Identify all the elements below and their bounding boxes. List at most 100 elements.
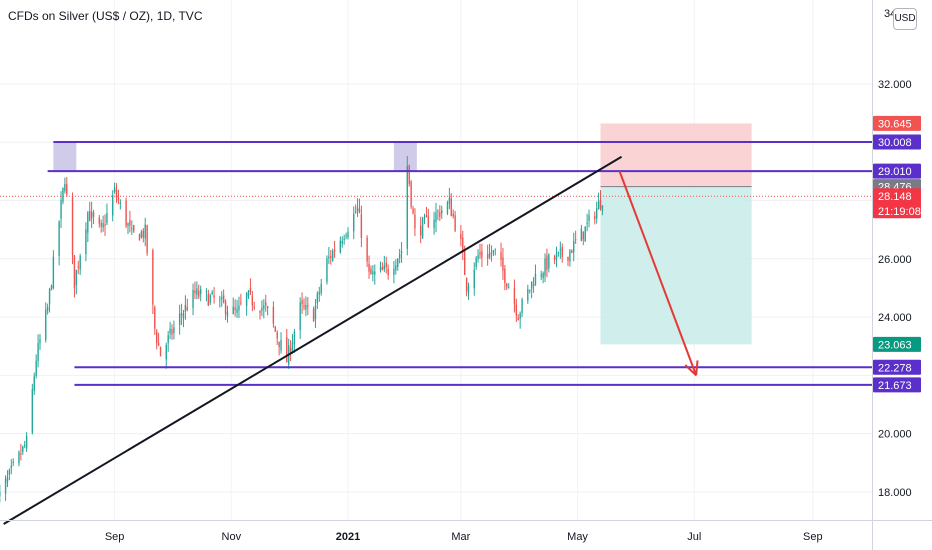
candle-body bbox=[312, 308, 315, 322]
candle-body bbox=[155, 331, 158, 343]
candle-body bbox=[385, 262, 387, 268]
price-label-bg bbox=[873, 336, 921, 352]
candle-body bbox=[507, 287, 510, 289]
candle-body bbox=[62, 187, 64, 202]
candle-body bbox=[18, 452, 20, 464]
candle-body bbox=[221, 297, 223, 299]
time-tick-label: May bbox=[567, 531, 588, 543]
candle-body bbox=[144, 224, 146, 239]
candle-body bbox=[299, 302, 301, 331]
candle-body bbox=[584, 226, 586, 242]
candle-body bbox=[192, 290, 194, 308]
candle-body bbox=[360, 214, 363, 238]
price-tick-label: 26.000 bbox=[878, 254, 912, 266]
candle-body bbox=[133, 225, 135, 232]
candle-body bbox=[343, 238, 345, 241]
candle-body bbox=[479, 252, 481, 255]
price-tick-label: 18.000 bbox=[878, 487, 912, 499]
candle-body bbox=[339, 240, 342, 253]
candle-body bbox=[100, 223, 102, 227]
candle-body bbox=[4, 479, 7, 494]
candle-body bbox=[58, 221, 60, 257]
candle-body bbox=[85, 229, 87, 254]
candle-body bbox=[366, 237, 368, 262]
candle-body bbox=[316, 293, 319, 304]
candle-body bbox=[238, 305, 240, 310]
candle-body bbox=[22, 446, 24, 453]
candle-body bbox=[548, 254, 550, 269]
candle-body bbox=[184, 305, 187, 312]
candle-body bbox=[372, 271, 374, 275]
candle-body bbox=[408, 165, 410, 184]
currency-button[interactable]: USD bbox=[893, 8, 917, 30]
projection-arrow bbox=[618, 171, 698, 376]
candle-body bbox=[305, 305, 307, 310]
candle-body bbox=[454, 215, 456, 231]
candle-body bbox=[39, 339, 41, 344]
time-tick-label: 2021 bbox=[336, 531, 360, 543]
candle-body bbox=[140, 231, 143, 238]
candle-body bbox=[90, 211, 93, 219]
candle-body bbox=[75, 269, 78, 286]
candle-body bbox=[66, 184, 68, 195]
candle-body bbox=[314, 305, 317, 320]
candle-body bbox=[261, 307, 263, 311]
candle-body bbox=[368, 263, 370, 272]
candle-body bbox=[582, 231, 584, 240]
candle-body bbox=[266, 306, 269, 308]
candle-body bbox=[333, 249, 336, 252]
candle-body bbox=[127, 223, 129, 227]
candle-body bbox=[504, 268, 506, 284]
candle-body bbox=[138, 234, 141, 241]
price-label-bg bbox=[873, 163, 921, 179]
candle-body bbox=[253, 306, 255, 308]
price-label-level: 21.673 bbox=[873, 377, 921, 393]
price-label-bg bbox=[873, 188, 921, 219]
candle-body bbox=[320, 283, 322, 294]
candle-body bbox=[77, 266, 79, 268]
candle-body bbox=[529, 289, 531, 292]
price-label-text: 22.278 bbox=[878, 362, 912, 374]
candle-body bbox=[186, 306, 188, 311]
candle-body bbox=[519, 313, 521, 319]
candle-body bbox=[196, 288, 198, 295]
candle-body bbox=[211, 291, 213, 294]
candle-body bbox=[450, 198, 452, 217]
price-label-text: 29.010 bbox=[878, 166, 912, 178]
candle-body bbox=[379, 267, 382, 271]
candle-body bbox=[381, 266, 384, 271]
trendline bbox=[3, 155, 623, 525]
candle-body bbox=[92, 212, 95, 217]
candle-body bbox=[222, 295, 225, 303]
candle-body bbox=[439, 212, 441, 217]
candle-body bbox=[433, 219, 435, 228]
candle-body bbox=[194, 290, 196, 294]
candle-body bbox=[475, 257, 477, 268]
time-tick-label: Jul bbox=[687, 531, 701, 543]
price-label-text: 30.008 bbox=[878, 137, 912, 149]
candle-body bbox=[460, 234, 462, 239]
price-label-target: 23.063 bbox=[873, 336, 921, 352]
candle-body bbox=[245, 293, 248, 307]
candle-body bbox=[87, 212, 89, 233]
candle-body bbox=[452, 213, 454, 217]
candle-body bbox=[515, 304, 518, 316]
candle-body bbox=[79, 255, 81, 270]
candle-body bbox=[467, 286, 470, 294]
candle-body bbox=[356, 207, 359, 211]
candle-body bbox=[341, 241, 343, 244]
candle-body bbox=[586, 222, 588, 224]
candle-body bbox=[580, 228, 583, 241]
candle-body bbox=[414, 214, 416, 229]
candle-body bbox=[446, 202, 449, 214]
candle-body bbox=[540, 274, 542, 277]
candle-body bbox=[502, 257, 504, 271]
candle-body bbox=[465, 278, 468, 292]
candle-body bbox=[500, 252, 502, 260]
candle-body bbox=[171, 329, 173, 335]
candle-body bbox=[494, 248, 496, 250]
candle-body bbox=[374, 271, 376, 275]
candle-body bbox=[178, 313, 181, 325]
candle-body bbox=[303, 305, 305, 307]
